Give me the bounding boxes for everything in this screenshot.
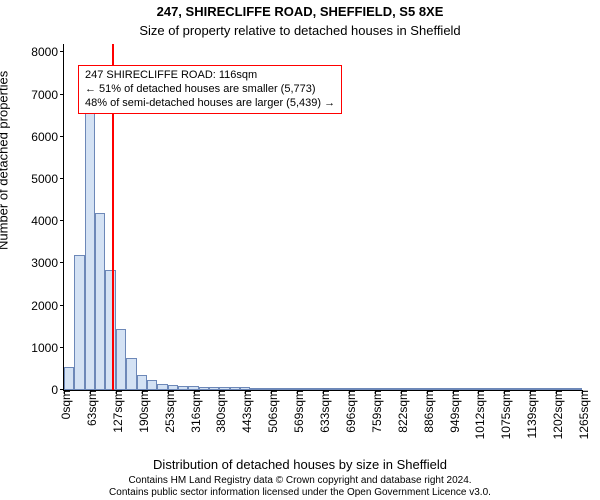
x-tick-label: 696sqm bbox=[340, 390, 358, 433]
y-tick-label: 6000 bbox=[31, 130, 64, 144]
x-tick-label: 253sqm bbox=[159, 390, 177, 433]
y-axis-label: Number of detached properties bbox=[0, 71, 11, 250]
y-tick-label: 1000 bbox=[31, 341, 64, 355]
y-tick-label: 7000 bbox=[31, 88, 64, 102]
histogram-bar bbox=[74, 255, 84, 390]
annotation-box: 247 SHIRECLIFFE ROAD: 116sqm ← 51% of de… bbox=[78, 65, 342, 114]
plot-area: 0100020003000400050006000700080000sqm63s… bbox=[63, 44, 582, 391]
x-tick-label: 1075sqm bbox=[495, 390, 513, 439]
x-tick-label: 949sqm bbox=[444, 390, 462, 433]
chart-container: { "title": "247, SHIRECLIFFE ROAD, SHEFF… bbox=[0, 0, 600, 500]
x-tick-label: 443sqm bbox=[236, 390, 254, 433]
histogram-bar bbox=[116, 329, 126, 390]
x-tick-label: 569sqm bbox=[288, 390, 306, 433]
x-tick-label: 759sqm bbox=[366, 390, 384, 433]
x-tick-label: 633sqm bbox=[314, 390, 332, 433]
footer-line-1: Contains HM Land Registry data © Crown c… bbox=[0, 475, 600, 487]
chart-subtitle: Size of property relative to detached ho… bbox=[0, 23, 600, 38]
x-tick-label: 822sqm bbox=[392, 390, 410, 433]
footer-line-2: Contains public sector information licen… bbox=[0, 487, 600, 499]
x-tick-label: 886sqm bbox=[418, 390, 436, 433]
x-tick-label: 127sqm bbox=[107, 390, 125, 433]
x-tick-label: 1139sqm bbox=[521, 390, 539, 438]
x-tick-label: 506sqm bbox=[262, 390, 280, 433]
histogram-bar bbox=[95, 213, 105, 390]
y-tick-label: 2000 bbox=[31, 299, 64, 313]
histogram-bar bbox=[64, 367, 74, 390]
x-tick-label: 63sqm bbox=[81, 390, 99, 426]
histogram-bar bbox=[147, 380, 157, 390]
histogram-bar bbox=[137, 375, 147, 390]
histogram-bar bbox=[85, 112, 95, 390]
chart-title: 247, SHIRECLIFFE ROAD, SHEFFIELD, S5 8XE bbox=[0, 4, 600, 19]
y-tick-label: 5000 bbox=[31, 172, 64, 186]
y-tick-label: 4000 bbox=[31, 214, 64, 228]
histogram-bar bbox=[126, 358, 136, 390]
x-tick-label: 1265sqm bbox=[573, 390, 591, 439]
annotation-line-3: 48% of semi-detached houses are larger (… bbox=[85, 97, 335, 111]
x-tick-label: 190sqm bbox=[133, 390, 151, 433]
x-tick-label: 380sqm bbox=[210, 390, 228, 433]
annotation-line-2: ← 51% of detached houses are smaller (5,… bbox=[85, 83, 335, 97]
y-tick-label: 8000 bbox=[31, 45, 64, 59]
x-axis-label: Distribution of detached houses by size … bbox=[0, 457, 600, 472]
x-tick-label: 0sqm bbox=[55, 390, 73, 419]
annotation-line-1: 247 SHIRECLIFFE ROAD: 116sqm bbox=[85, 69, 335, 83]
x-tick-label: 1012sqm bbox=[469, 390, 487, 439]
x-tick-label: 316sqm bbox=[185, 390, 203, 433]
y-tick-label: 3000 bbox=[31, 256, 64, 270]
x-tick-label: 1202sqm bbox=[547, 390, 565, 439]
footer: Contains HM Land Registry data © Crown c… bbox=[0, 475, 600, 498]
